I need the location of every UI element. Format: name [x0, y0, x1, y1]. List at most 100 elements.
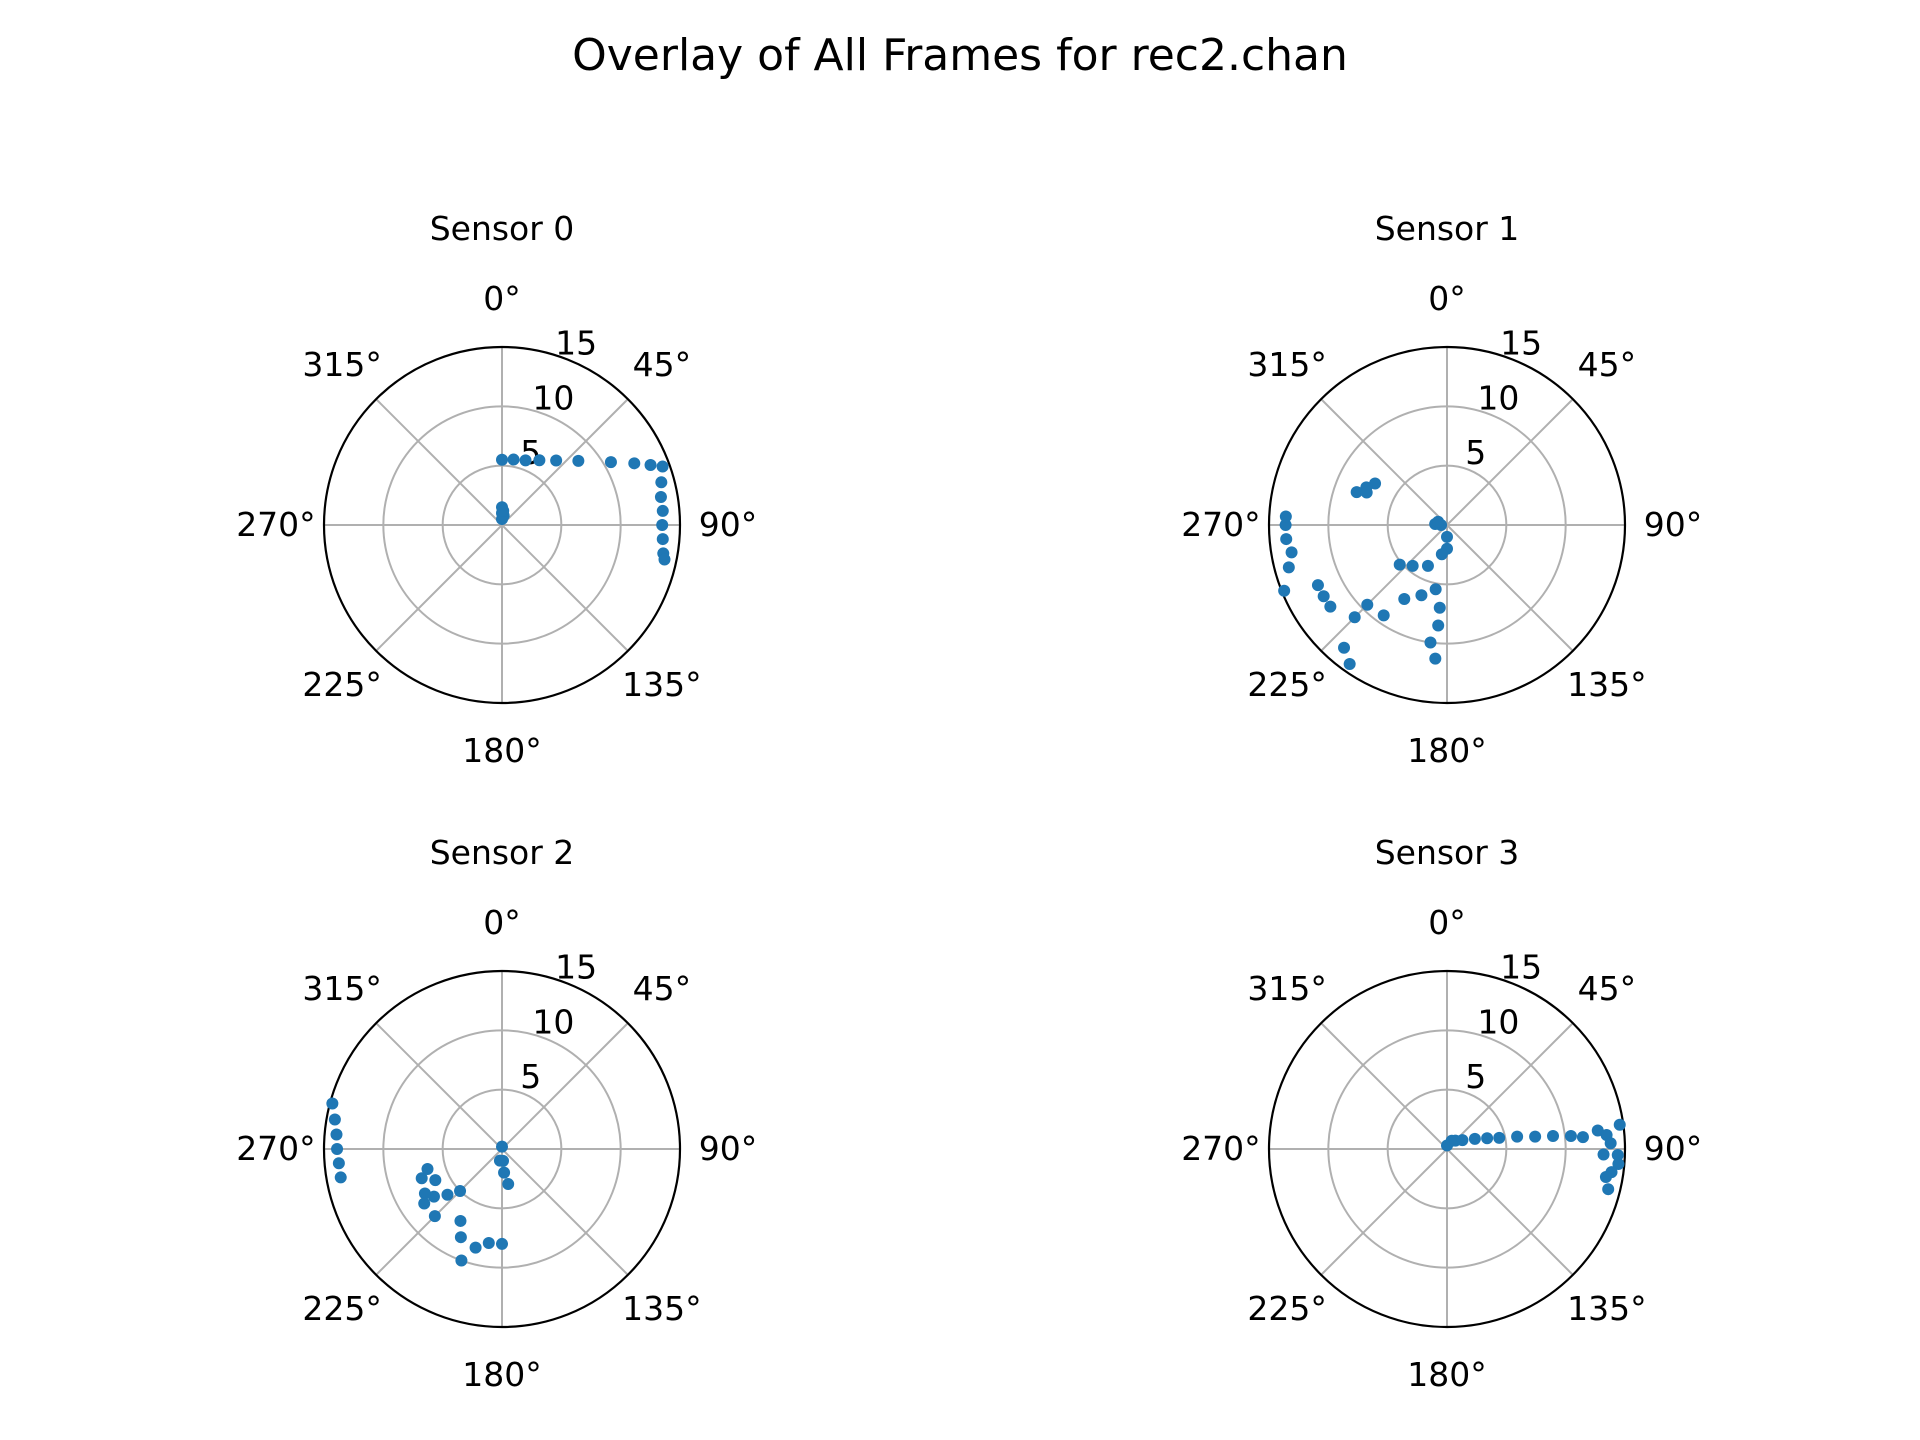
- theta-tick-label: 90°: [699, 505, 758, 544]
- data-point: [496, 453, 508, 466]
- data-point: [1406, 559, 1419, 572]
- data-point: [1597, 1148, 1610, 1161]
- theta-tick-label: 0°: [483, 279, 521, 318]
- data-point: [658, 553, 671, 566]
- data-point: [427, 1190, 440, 1203]
- data-point: [533, 454, 546, 467]
- theta-grid-line: [1446, 398, 1574, 526]
- theta-grid-line: [375, 398, 503, 526]
- data-point: [656, 460, 669, 473]
- r-tick-label: 15: [555, 948, 597, 987]
- data-point: [628, 457, 641, 470]
- r-tick-label: 10: [532, 378, 574, 417]
- data-point: [1599, 1171, 1612, 1184]
- data-point: [519, 454, 532, 467]
- figure-title: Overlay of All Frames for rec2.chan: [572, 30, 1348, 81]
- polar-frame: [322, 345, 682, 705]
- theta-tick-label: 180°: [1407, 731, 1487, 770]
- theta-tick-label: 90°: [1644, 1129, 1703, 1168]
- theta-tick-label: 180°: [462, 1355, 542, 1394]
- theta-tick-label: 135°: [622, 665, 702, 704]
- data-point: [1338, 641, 1351, 654]
- data-point: [1280, 533, 1293, 546]
- data-point: [326, 1097, 339, 1110]
- subplot-title: Sensor 2: [430, 833, 575, 872]
- theta-tick-label: 315°: [1247, 969, 1327, 1008]
- data-point: [1611, 1148, 1624, 1161]
- data-point: [1576, 1131, 1589, 1144]
- theta-tick-label: 135°: [1567, 665, 1647, 704]
- data-point: [1435, 548, 1448, 561]
- theta-tick-label: 270°: [236, 1129, 316, 1168]
- data-point: [1432, 619, 1445, 632]
- data-point: [1468, 1132, 1481, 1145]
- data-point: [1377, 609, 1390, 622]
- theta-tick-label: 315°: [302, 969, 382, 1008]
- data-point: [1282, 561, 1295, 574]
- r-tick-label: 5: [1465, 1057, 1486, 1096]
- data-point: [429, 1174, 442, 1187]
- data-point: [1415, 589, 1428, 602]
- data-point: [1602, 1183, 1615, 1196]
- theta-tick-label: 225°: [1247, 665, 1327, 704]
- r-tick-label: 15: [1500, 948, 1542, 987]
- subplot-title: Sensor 3: [1375, 833, 1520, 872]
- data-point: [498, 1166, 511, 1179]
- data-point: [1285, 546, 1298, 559]
- data-point: [421, 1162, 434, 1175]
- data-point: [644, 458, 657, 471]
- r-tick-label: 10: [532, 1002, 574, 1041]
- data-point: [1429, 583, 1442, 596]
- data-point: [496, 1140, 508, 1153]
- r-tick-label: 10: [1477, 1002, 1519, 1041]
- data-point: [1604, 1137, 1617, 1150]
- theta-grid-line: [1320, 524, 1448, 652]
- theta-tick-label: 315°: [1247, 345, 1327, 384]
- data-point: [454, 1184, 467, 1197]
- subplot-title: Sensor 0: [430, 209, 575, 248]
- theta-grid-line: [501, 1148, 629, 1276]
- data-point: [1311, 579, 1324, 592]
- theta-grid-line: [1320, 1148, 1448, 1276]
- theta-tick-label: 45°: [1578, 345, 1637, 384]
- theta-tick-label: 315°: [302, 345, 382, 384]
- theta-grid-line: [375, 524, 503, 652]
- theta-tick-label: 135°: [1567, 1289, 1647, 1328]
- theta-tick-label: 0°: [1428, 903, 1466, 942]
- theta-tick-label: 270°: [1181, 1129, 1261, 1168]
- data-point: [454, 1231, 467, 1244]
- data-point: [1591, 1124, 1604, 1137]
- theta-grid-line: [1446, 1022, 1574, 1150]
- data-point: [496, 1237, 508, 1250]
- data-point: [1432, 515, 1445, 528]
- data-point: [1278, 584, 1291, 597]
- data-point: [1564, 1129, 1577, 1142]
- theta-tick-label: 45°: [633, 969, 692, 1008]
- data-point: [328, 1113, 341, 1126]
- data-point: [418, 1197, 431, 1210]
- data-point: [1279, 519, 1292, 531]
- theta-tick-label: 270°: [236, 505, 316, 544]
- data-point: [654, 490, 667, 503]
- subplot-title: Sensor 1: [1375, 209, 1520, 248]
- theta-grid-line: [1320, 1022, 1448, 1150]
- data-point: [441, 1188, 454, 1201]
- data-point: [1348, 611, 1361, 624]
- data-point: [1343, 658, 1356, 671]
- subplot-sensor-2: Sensor 2 0° 45° 90° 135° 180° 225° 270° 315° 5 10…: [236, 833, 757, 1394]
- data-point: [1361, 598, 1374, 611]
- data-point: [572, 454, 585, 467]
- data-point: [1456, 1134, 1469, 1147]
- data-point: [1317, 590, 1330, 603]
- data-point: [1424, 636, 1437, 649]
- data-point: [1547, 1129, 1560, 1142]
- r-tick-label: 15: [555, 324, 597, 363]
- data-point: [656, 533, 669, 546]
- data-point: [1511, 1130, 1524, 1143]
- theta-tick-label: 225°: [302, 665, 382, 704]
- theta-tick-label: 180°: [462, 731, 542, 770]
- polar-frame: [322, 969, 682, 1329]
- theta-tick-label: 225°: [1247, 1289, 1327, 1328]
- theta-tick-label: 90°: [699, 1129, 758, 1168]
